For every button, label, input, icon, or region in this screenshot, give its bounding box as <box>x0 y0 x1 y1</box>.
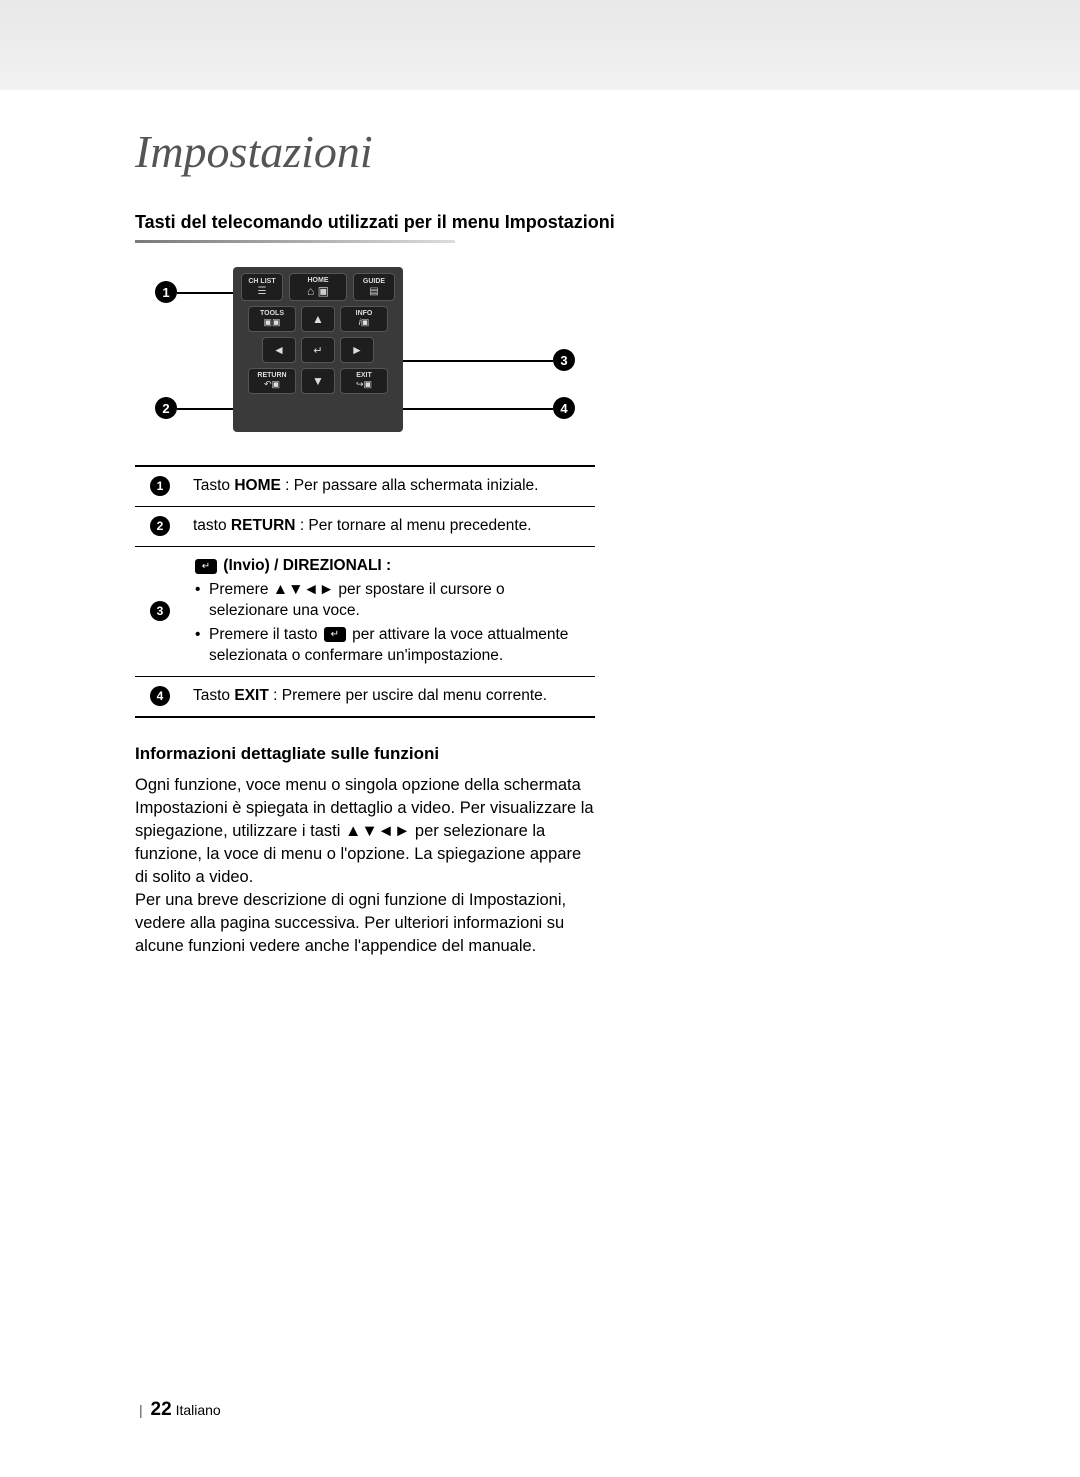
table-row: 1 Tasto HOME : Per passare alla schermat… <box>135 466 595 506</box>
section-heading: Informazioni dettagliate sulle funzioni <box>135 744 945 764</box>
chlist-label: CH LIST <box>248 278 275 285</box>
row-text: Tasto <box>193 477 234 494</box>
tools-button: TOOLS ▣▣ <box>248 306 296 332</box>
section-subtitle: Tasti del telecomando utilizzati per il … <box>135 210 945 234</box>
chlist-button: CH LIST ☰ <box>241 273 283 301</box>
row-text: tasto <box>193 517 231 534</box>
row-desc: ↵ (Invio) / DIREZIONALI : Premere ▲▼◄► p… <box>185 547 595 677</box>
exit-icon: ↪▣ <box>356 379 372 390</box>
page-footer: | 22 Italiano <box>135 1399 221 1421</box>
bullet-list: Premere ▲▼◄► per spostare il cursore o s… <box>193 580 587 667</box>
subtitle-underline <box>135 240 455 243</box>
enter-icon: ↵ <box>324 627 346 642</box>
chlist-icon: ☰ <box>258 286 267 297</box>
callout-4-num: 4 <box>560 401 567 416</box>
row-num: 1 <box>150 476 170 496</box>
info-label: INFO <box>356 310 373 317</box>
row-bold: HOME <box>234 477 281 494</box>
return-icon: ↶▣ <box>264 379 280 390</box>
guide-icon: ▤ <box>369 286 378 297</box>
footer-lang: Italiano <box>176 1402 221 1418</box>
row-text: Tasto <box>193 687 234 704</box>
callout-3-line <box>395 360 553 362</box>
remote-illustration: 1 2 3 4 CH LIST ☰ HOME ⌂ ▣ GUIDE ▤ <box>135 267 595 447</box>
left-button: ◄ <box>262 337 296 363</box>
footer-sep: | <box>139 1402 143 1418</box>
row-text: : Per tornare al menu precedente. <box>296 517 532 534</box>
table-row: 4 Tasto EXIT : Premere per uscire dal me… <box>135 676 595 716</box>
row-num: 4 <box>150 686 170 706</box>
guide-button: GUIDE ▤ <box>353 273 395 301</box>
callout-4-line <box>393 408 553 410</box>
enter-button: ↵ <box>301 337 335 363</box>
row-num: 3 <box>150 601 170 621</box>
callout-2-num: 2 <box>162 401 169 416</box>
home-button: HOME ⌂ ▣ <box>289 273 347 301</box>
row-num: 2 <box>150 516 170 536</box>
callout-1-num: 1 <box>162 285 169 300</box>
home-label: HOME <box>308 277 329 284</box>
info-button: INFO i▣ <box>340 306 388 332</box>
body-paragraph: Ogni funzione, voce menu o singola opzio… <box>135 774 595 889</box>
page-number: 22 <box>151 1399 172 1420</box>
body-paragraph: Per una breve descrizione di ogni funzio… <box>135 889 595 958</box>
home-icon: ⌂ ▣ <box>307 284 329 298</box>
return-label: RETURN <box>257 372 286 379</box>
dpad: TOOLS ▣▣ ▲ INFO i▣ ◄ ↵ ► RETURN ↶▣ ▼ EXI… <box>248 306 388 396</box>
right-button: ► <box>340 337 374 363</box>
enter-icon: ↵ <box>195 559 217 574</box>
list-item: Premere ▲▼◄► per spostare il cursore o s… <box>195 580 587 622</box>
callout-3-num: 3 <box>560 353 567 368</box>
page-content: Impostazioni Tasti del telecomando utili… <box>0 90 1080 958</box>
row-bold: RETURN <box>231 517 296 534</box>
callout-3: 3 <box>553 349 575 371</box>
callout-1: 1 <box>155 281 177 303</box>
list-item: Premere il tasto ↵ per attivare la voce … <box>195 625 587 667</box>
table-row: 2 tasto RETURN : Per tornare al menu pre… <box>135 507 595 547</box>
row-heading: (Invio) / DIREZIONALI : <box>219 557 391 574</box>
down-button: ▼ <box>301 368 335 394</box>
up-button: ▲ <box>301 306 335 332</box>
page-title: Impostazioni <box>135 125 945 178</box>
tools-icon: ▣▣ <box>263 317 280 328</box>
return-button: RETURN ↶▣ <box>248 368 296 394</box>
row-text: : Premere per uscire dal menu corrente. <box>269 687 547 704</box>
tools-label: TOOLS <box>260 310 284 317</box>
row-bold: EXIT <box>234 687 268 704</box>
remote-info-table: 1 Tasto HOME : Per passare alla schermat… <box>135 465 595 717</box>
header-band <box>0 0 1080 90</box>
guide-label: GUIDE <box>363 278 385 285</box>
row-text: : Per passare alla schermata iniziale. <box>281 477 539 494</box>
exit-button: EXIT ↪▣ <box>340 368 388 394</box>
exit-label: EXIT <box>356 372 372 379</box>
remote-body: CH LIST ☰ HOME ⌂ ▣ GUIDE ▤ TOOLS ▣▣ ▲ <box>233 267 403 432</box>
row-text: Premere il tasto <box>209 626 322 643</box>
table-row: 3 ↵ (Invio) / DIREZIONALI : Premere ▲▼◄►… <box>135 547 595 677</box>
row-desc: Tasto HOME : Per passare alla schermata … <box>185 466 595 506</box>
callout-4: 4 <box>553 397 575 419</box>
row-desc: tasto RETURN : Per tornare al menu prece… <box>185 507 595 547</box>
callout-2: 2 <box>155 397 177 419</box>
info-icon: i▣ <box>359 317 370 328</box>
row-desc: Tasto EXIT : Premere per uscire dal menu… <box>185 676 595 716</box>
